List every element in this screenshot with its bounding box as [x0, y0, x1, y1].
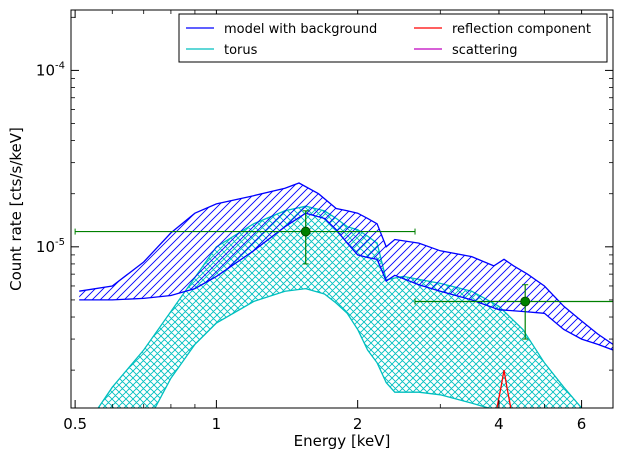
y-tick-label: 10-5: [36, 237, 65, 256]
legend-label-model: model with background: [224, 22, 377, 37]
reflection-upper-line: [496, 369, 512, 408]
x-axis-label: Energy [keV]: [294, 432, 391, 450]
y-tick-label: 10-4: [36, 60, 65, 79]
legend: model with background torus reflection c…: [178, 13, 608, 63]
x-tick-label: 4: [494, 415, 504, 433]
y-tick-exponent: -4: [55, 60, 65, 71]
legend-label-reflection: reflection component: [452, 22, 591, 37]
data-marker: [520, 296, 531, 307]
y-tick-base: 10: [36, 61, 55, 79]
torus-lower-line: [154, 287, 489, 408]
data-point-1: [74, 210, 416, 265]
x-tick-label: 2: [353, 415, 363, 433]
plot-frame: [70, 9, 614, 409]
data-marker: [300, 226, 311, 237]
model-band: [79, 183, 613, 350]
data-point-2: [414, 284, 613, 340]
model-upper-line: [79, 182, 613, 345]
x-tick-label: 6: [577, 415, 587, 433]
legend-box: [178, 13, 608, 63]
plot-area: [74, 182, 613, 408]
y-tick-base: 10: [36, 238, 55, 256]
legend-label-torus: torus: [224, 43, 258, 58]
y-tick-exponent: -5: [55, 237, 65, 248]
x-tick-label: 1: [212, 415, 222, 433]
x-tick-label: 0.5: [63, 415, 87, 433]
y-axis-label: Count rate [cts/s/keV]: [7, 127, 25, 291]
legend-label-scattering: scattering: [452, 43, 518, 58]
axes: 0.5 1 2 4 610-510-4: [36, 9, 614, 433]
model-lower-line: [79, 212, 613, 351]
